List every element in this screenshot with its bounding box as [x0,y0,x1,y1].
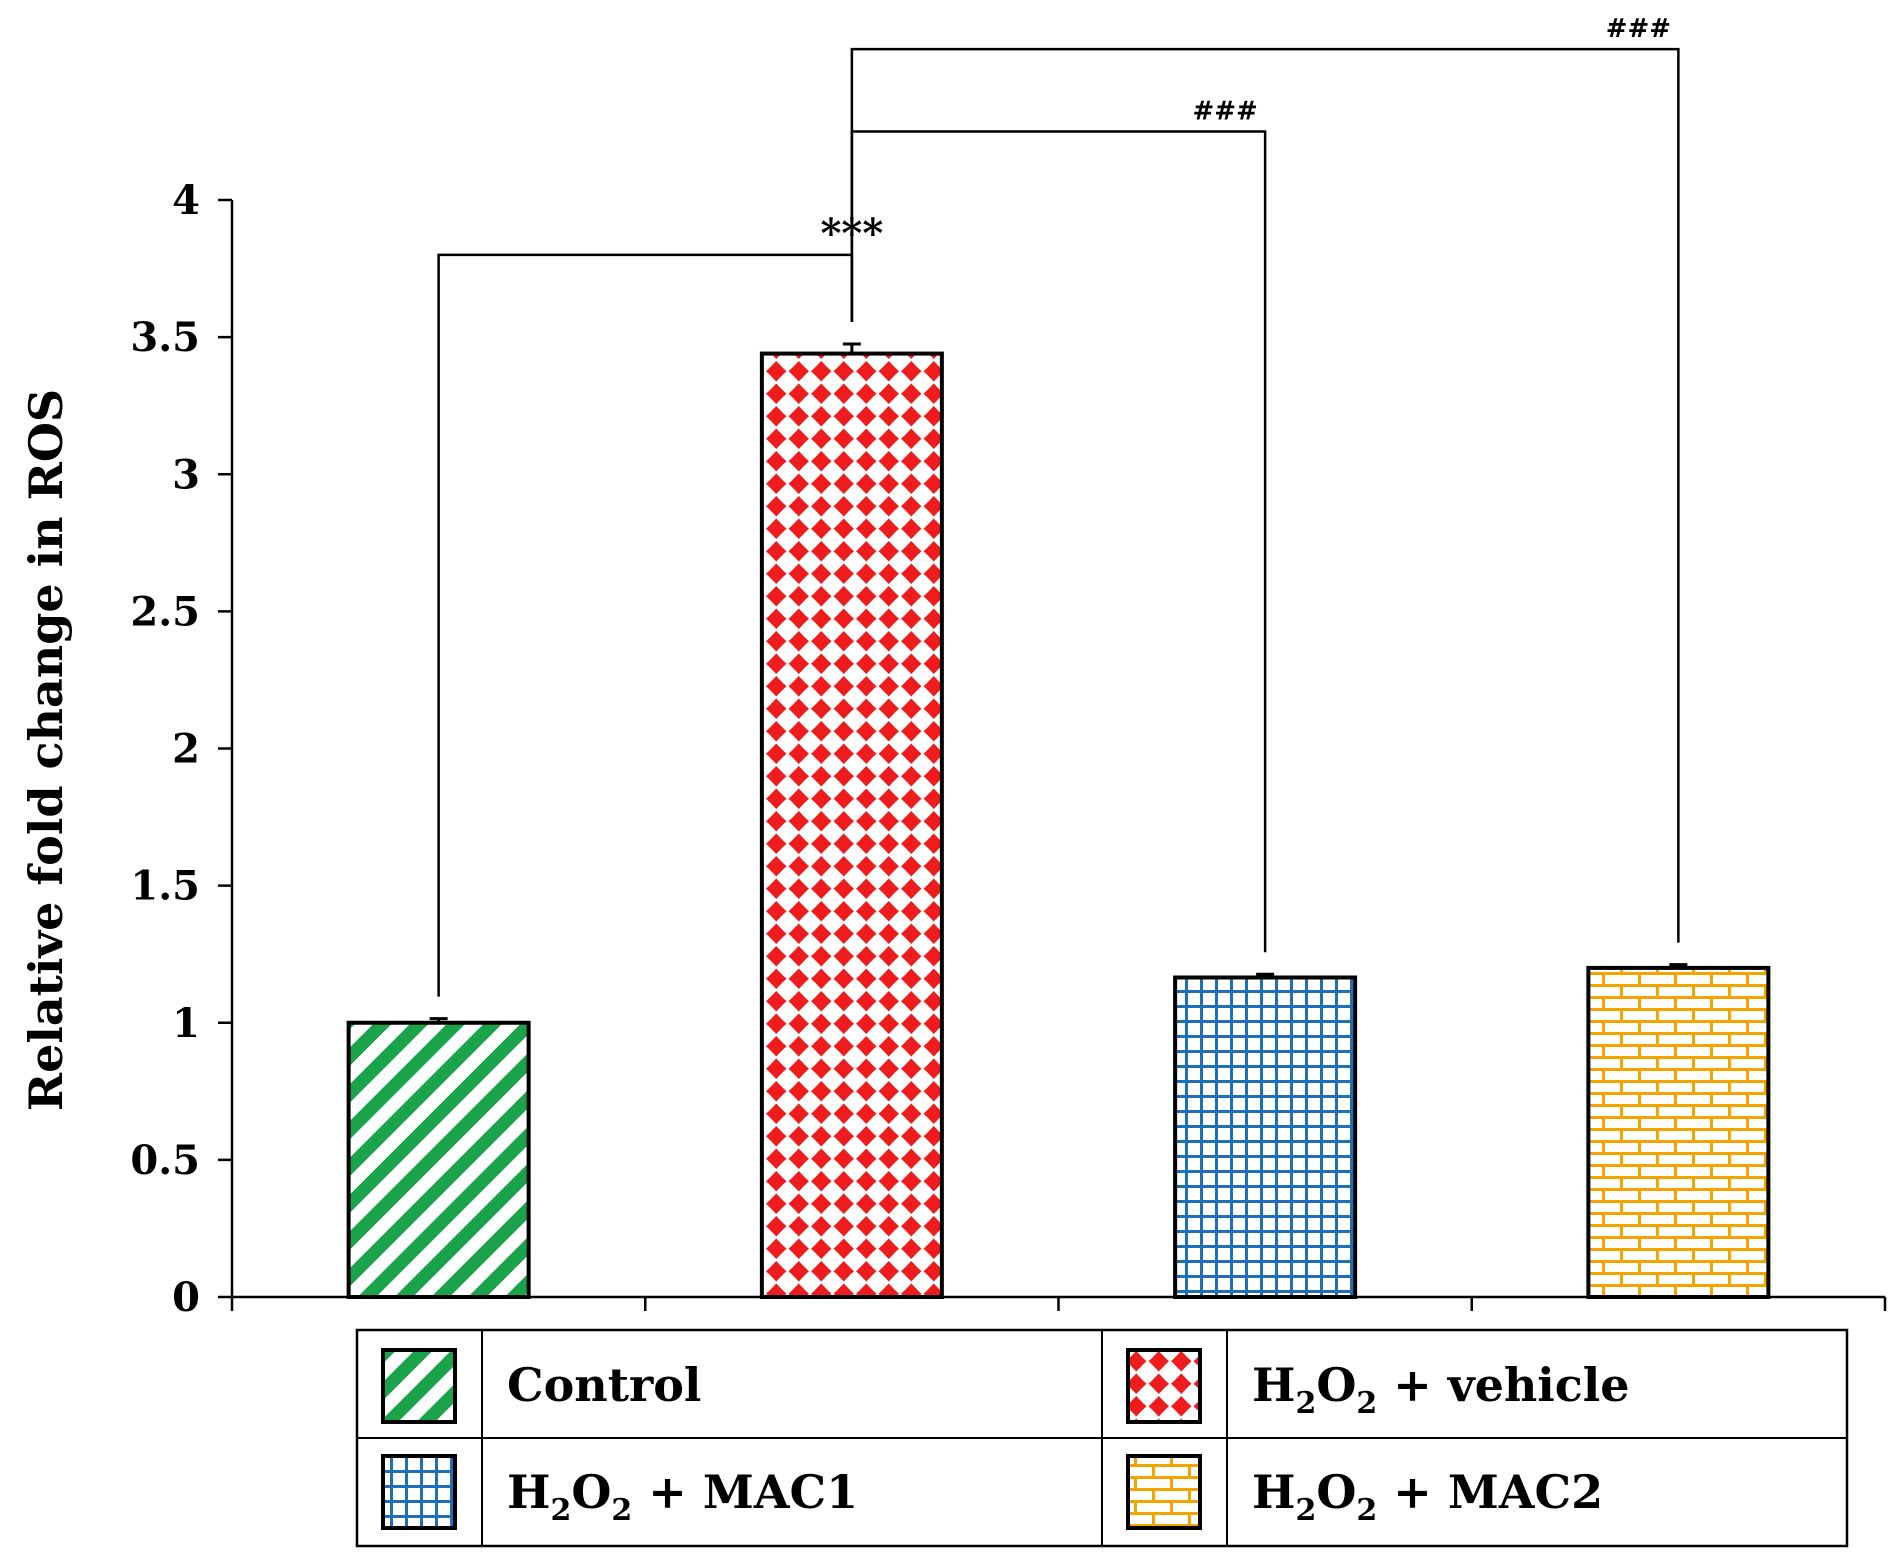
y-tick-label: 3 [172,451,200,498]
bar-control [346,1020,531,1299]
y-tick-label: 1 [172,1000,200,1047]
legend-label-vehicle: H2O2 + vehicle [1252,1358,1630,1421]
y-tick-label: 2.5 [130,588,200,635]
legend: Control H2O2 + vehicle H2O2 + MAC1 H2O2 … [355,1328,1849,1548]
legend-label-control: Control [507,1358,701,1412]
x-ticks [230,1297,1887,1311]
significance-label: ### [1192,96,1257,126]
significance-bracket [850,47,1680,943]
bar-h2o2-vehicle [759,351,944,1299]
bars [346,342,1771,1300]
y-tick-label: 4 [172,177,200,224]
y-tick-label: 0 [172,1274,200,1321]
significance-brackets: ***###### [437,14,1680,997]
legend-swatch-control [381,1348,457,1424]
bar-h2o2-mac1 [1173,975,1358,1300]
y-tick-label: 1.5 [130,863,200,910]
y-tick-label: 0.5 [130,1137,200,1184]
bar-h2o2-mac2 [1586,965,1771,1300]
legend-swatch-vehicle [1126,1348,1202,1424]
y-ticks: 0 0.5 1 1.5 2 2.5 3 3.5 4 [130,177,232,1321]
legend-swatch-mac1 [381,1454,457,1530]
y-tick-label: 3.5 [130,314,200,361]
legend-swatch-mac2 [1126,1454,1202,1530]
significance-label: ### [1606,14,1671,44]
legend-label-mac1: H2O2 + MAC1 [507,1465,858,1528]
y-axis-title: Relative fold change in ROS [19,389,73,1111]
y-tick-label: 2 [172,726,200,773]
